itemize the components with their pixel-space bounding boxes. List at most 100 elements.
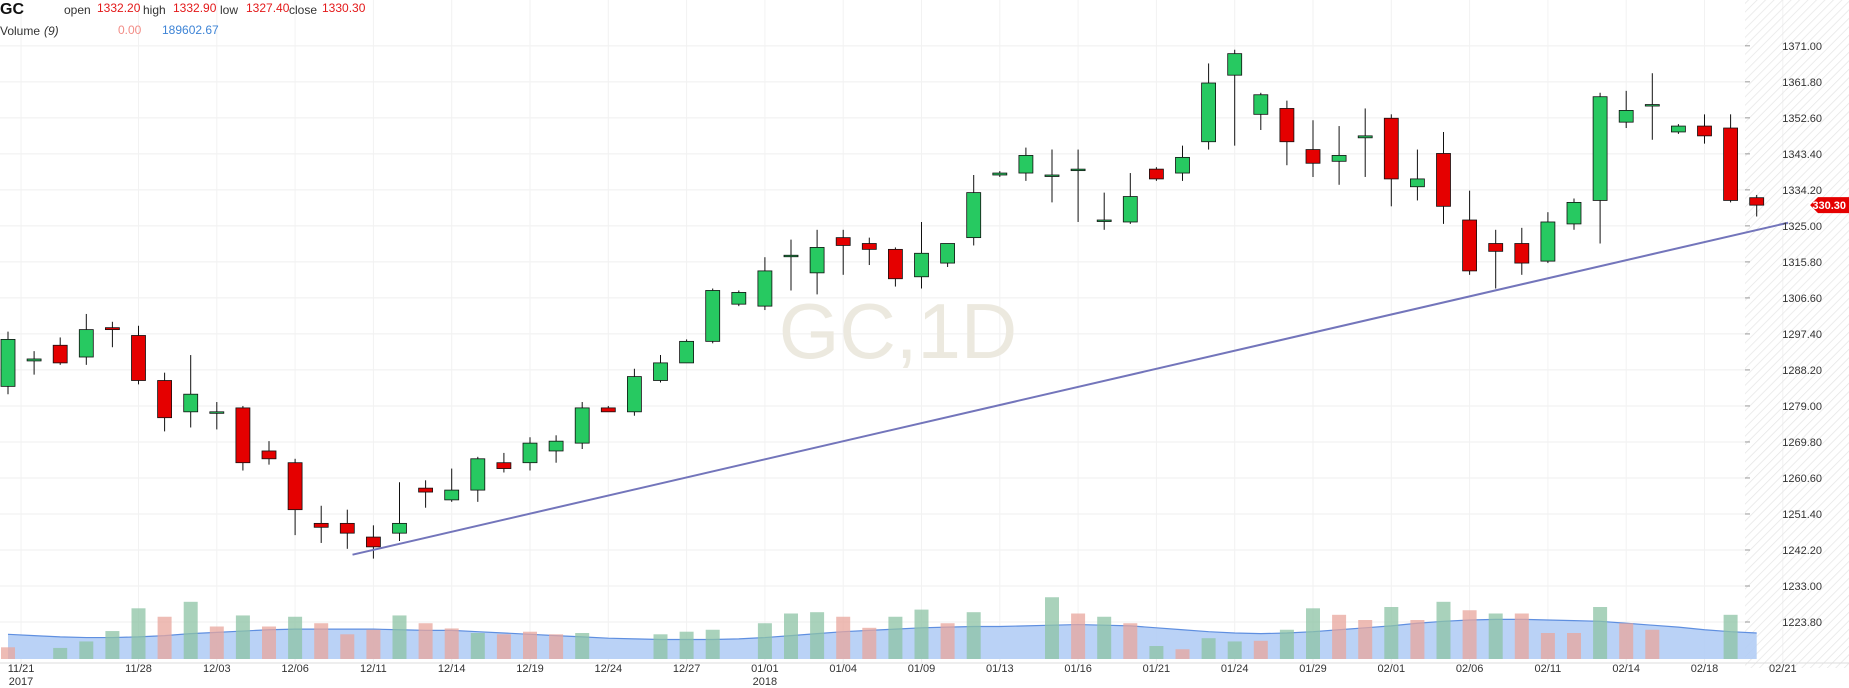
candle-body: [1436, 153, 1451, 207]
volume-bar: [1045, 597, 1059, 659]
x-tick-label: 01/16: [1064, 663, 1092, 675]
volume-bar: [705, 629, 720, 659]
volume-bar: [1410, 620, 1425, 659]
x-tick-label: 12/03: [203, 663, 231, 675]
candle-body: [574, 407, 590, 444]
volume-bar: [1175, 649, 1190, 659]
volume-bar: [1149, 646, 1164, 659]
volume-bar: [523, 631, 537, 659]
volume-bar: [966, 612, 981, 659]
volume-bar: [836, 616, 851, 659]
y-tick-label: 1260.60: [1782, 473, 1822, 485]
volume-bar: [1436, 601, 1451, 659]
volume-bar: [1201, 638, 1216, 659]
volume-ma-value: 189602.67: [162, 23, 219, 37]
candle-body: [783, 254, 799, 258]
candle-body: [1697, 125, 1712, 137]
candle-body: [444, 489, 460, 501]
volume-bar: [1593, 607, 1608, 659]
y-tick-label: 1242.20: [1782, 545, 1822, 557]
candle-body: [470, 458, 486, 491]
candle-body: [1201, 82, 1216, 143]
candle-body: [339, 522, 355, 534]
candle-body: [1357, 135, 1373, 139]
candle-body: [1096, 219, 1112, 222]
y-tick-label: 1361.80: [1782, 77, 1822, 89]
candle-body: [496, 462, 512, 469]
y-tick-label: 1251.40: [1782, 509, 1822, 521]
volume-bar: [79, 641, 94, 659]
volume-bar: [575, 633, 590, 659]
x-tick-label: 01/13: [986, 663, 1014, 675]
volume-bar: [1462, 610, 1477, 659]
watermark: GC,1D: [779, 287, 1017, 375]
y-tick-label: 1288.20: [1782, 365, 1822, 377]
candle-body: [1044, 174, 1060, 177]
candle-body: [835, 237, 851, 246]
volume-bar: [105, 631, 120, 659]
volume-bar: [549, 634, 564, 659]
volume-bar: [784, 613, 798, 659]
candle-body: [1122, 196, 1138, 223]
volume-bar: [1488, 613, 1503, 659]
x-tick-label: 01/01: [751, 663, 779, 675]
candle-body: [1749, 197, 1765, 206]
x-tick-sublabel: 2017: [9, 676, 33, 688]
candle-body: [966, 192, 982, 239]
y-tick-label: 1315.80: [1782, 257, 1822, 269]
x-tick-label: 12/14: [438, 663, 466, 675]
volume-bar: [444, 628, 459, 659]
candle-body: [1410, 178, 1425, 188]
volume-bar: [131, 608, 146, 659]
candle-body: [1514, 243, 1530, 264]
x-tick-label: 02/14: [1612, 663, 1640, 675]
close-value: 1330.30: [322, 1, 366, 15]
volume-bar: [314, 623, 329, 659]
volume-period: (9): [44, 24, 59, 38]
volume-bar: [679, 631, 694, 659]
volume-bar: [1332, 614, 1347, 659]
candle-body: [1644, 104, 1660, 107]
volume-bar: [810, 612, 825, 659]
y-tick-label: 1233.00: [1782, 581, 1822, 593]
volume-bar: [418, 623, 433, 659]
volume-bar: [1097, 616, 1112, 659]
candle-body: [809, 247, 825, 274]
x-tick-label: 12/11: [360, 663, 387, 675]
candle-body: [52, 344, 68, 364]
volume-bar: [1253, 640, 1268, 659]
candle-body: [0, 338, 16, 387]
candle-body: [209, 411, 225, 414]
candle-body: [235, 407, 251, 464]
candle-body: [888, 248, 903, 280]
candle-body: [1253, 94, 1269, 115]
x-tick-label: 02/11: [1535, 663, 1562, 675]
y-tick-label: 1223.80: [1782, 617, 1822, 629]
candle-body: [1592, 96, 1608, 201]
volume-label: Volume: [0, 24, 41, 38]
candle-body: [940, 243, 955, 264]
volume-value: 0.00: [118, 23, 142, 37]
volume-bar: [392, 615, 407, 659]
volume-bar: [888, 616, 903, 659]
x-tick-label: 12/19: [516, 663, 544, 675]
x-tick-label: 12/06: [281, 663, 309, 675]
y-tick-label: 1352.60: [1782, 113, 1822, 125]
volume-bar: [235, 615, 250, 659]
candle-body: [392, 522, 407, 534]
candle-body: [1227, 53, 1243, 76]
x-tick-label: 02/18: [1691, 663, 1719, 675]
symbol-label: GC: [0, 1, 24, 18]
trend-line: [352, 221, 1789, 556]
volume-bar: [1358, 620, 1373, 659]
low-label: low: [220, 3, 239, 17]
candle-body: [627, 376, 642, 413]
candle-body: [861, 243, 877, 250]
candle-body: [365, 536, 381, 548]
volume-bar: [209, 626, 224, 659]
volume-bar: [862, 627, 877, 659]
x-tick-label: 01/09: [908, 663, 936, 675]
candle-body: [705, 290, 721, 342]
